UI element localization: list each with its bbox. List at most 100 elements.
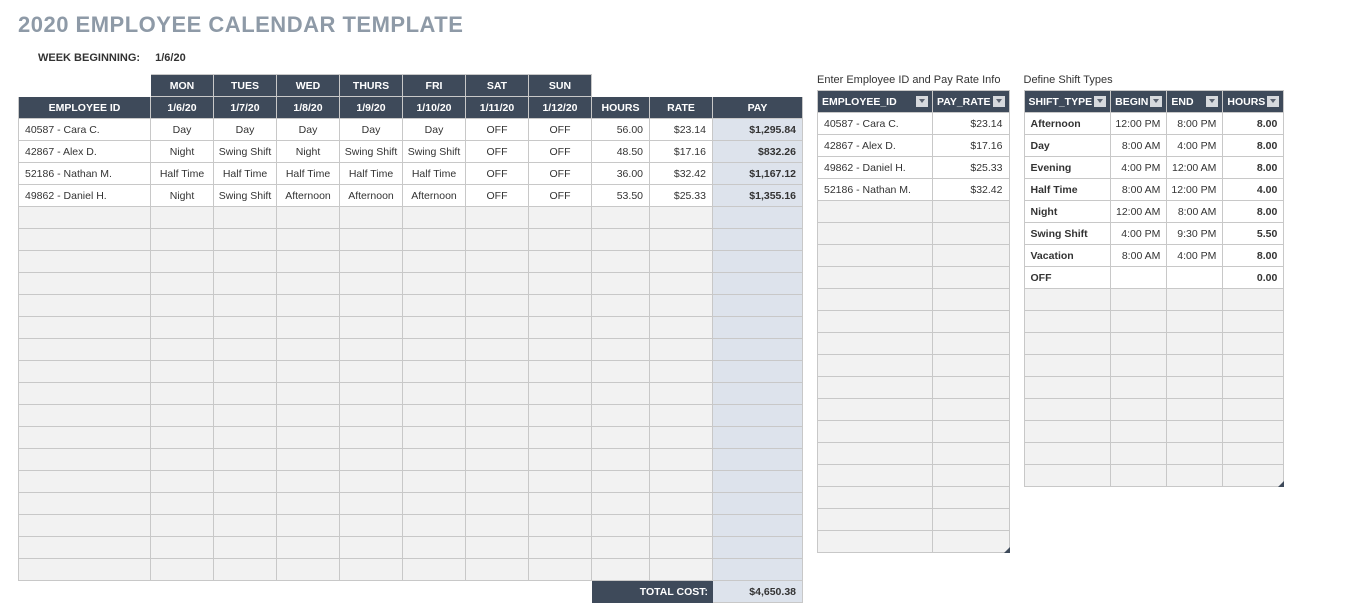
column-header[interactable]: SHIFT_TYPE <box>1024 91 1111 113</box>
cell[interactable] <box>713 383 803 405</box>
cell[interactable] <box>151 339 214 361</box>
cell[interactable] <box>19 471 151 493</box>
cell[interactable]: Afternoon <box>277 185 340 207</box>
cell[interactable] <box>19 251 151 273</box>
cell[interactable] <box>713 559 803 581</box>
cell[interactable] <box>340 383 403 405</box>
cell[interactable] <box>403 383 466 405</box>
cell[interactable] <box>592 515 650 537</box>
cell[interactable] <box>529 207 592 229</box>
cell[interactable] <box>277 559 340 581</box>
cell[interactable] <box>529 317 592 339</box>
cell[interactable] <box>1223 443 1284 465</box>
cell[interactable] <box>403 361 466 383</box>
cell[interactable] <box>277 251 340 273</box>
cell[interactable] <box>277 339 340 361</box>
cell[interactable] <box>592 471 650 493</box>
cell[interactable] <box>529 405 592 427</box>
cell[interactable]: Swing Shift <box>214 141 277 163</box>
cell[interactable] <box>214 515 277 537</box>
cell[interactable] <box>403 427 466 449</box>
cell[interactable]: OFF <box>466 141 529 163</box>
cell[interactable] <box>818 465 933 487</box>
cell[interactable] <box>151 515 214 537</box>
cell[interactable] <box>818 355 933 377</box>
cell[interactable] <box>19 207 151 229</box>
cell[interactable]: 48.50 <box>592 141 650 163</box>
cell[interactable] <box>277 515 340 537</box>
cell[interactable] <box>19 295 151 317</box>
cell[interactable] <box>340 207 403 229</box>
cell[interactable] <box>713 251 803 273</box>
cell[interactable] <box>933 201 1010 223</box>
cell[interactable]: Swing Shift <box>340 141 403 163</box>
cell[interactable] <box>466 405 529 427</box>
cell[interactable] <box>466 361 529 383</box>
column-header[interactable]: SUN <box>529 75 592 97</box>
cell[interactable] <box>1167 421 1223 443</box>
cell[interactable] <box>214 361 277 383</box>
cell[interactable] <box>403 471 466 493</box>
cell[interactable] <box>933 311 1010 333</box>
cell[interactable]: Half Time <box>277 163 340 185</box>
cell[interactable]: OFF <box>466 185 529 207</box>
cell[interactable]: 8.00 <box>1223 157 1284 179</box>
column-header[interactable]: 1/11/20 <box>466 97 529 119</box>
cell[interactable] <box>277 537 340 559</box>
cell[interactable]: 49862 - Daniel H. <box>19 185 151 207</box>
cell[interactable]: Half Time <box>340 163 403 185</box>
cell[interactable] <box>466 515 529 537</box>
cell[interactable] <box>650 273 713 295</box>
cell[interactable] <box>340 537 403 559</box>
week-value[interactable]: 1/6/20 <box>155 52 186 64</box>
cell[interactable] <box>933 355 1010 377</box>
cell[interactable] <box>151 449 214 471</box>
cell[interactable] <box>1024 289 1111 311</box>
cell[interactable] <box>1024 443 1111 465</box>
cell[interactable] <box>650 339 713 361</box>
cell[interactable] <box>1167 443 1223 465</box>
cell[interactable]: 4:00 PM <box>1111 157 1167 179</box>
cell[interactable]: Half Time <box>1024 179 1111 201</box>
cell[interactable]: Half Time <box>403 163 466 185</box>
filter-dropdown-icon[interactable] <box>1206 96 1218 107</box>
cell[interactable]: Day <box>277 119 340 141</box>
cell[interactable] <box>650 229 713 251</box>
column-header[interactable]: HOURS <box>592 97 650 119</box>
column-header[interactable]: THURS <box>340 75 403 97</box>
cell[interactable] <box>19 449 151 471</box>
cell[interactable] <box>713 427 803 449</box>
cell[interactable] <box>151 471 214 493</box>
cell[interactable] <box>19 339 151 361</box>
cell[interactable] <box>277 273 340 295</box>
cell[interactable] <box>214 207 277 229</box>
cell[interactable] <box>933 377 1010 399</box>
cell[interactable] <box>214 493 277 515</box>
cell[interactable] <box>933 399 1010 421</box>
cell[interactable] <box>403 295 466 317</box>
cell[interactable] <box>1167 311 1223 333</box>
cell[interactable]: 52186 - Nathan M. <box>19 163 151 185</box>
cell[interactable] <box>650 559 713 581</box>
cell[interactable] <box>713 493 803 515</box>
cell[interactable] <box>592 493 650 515</box>
column-header[interactable]: 1/10/20 <box>403 97 466 119</box>
cell[interactable] <box>650 295 713 317</box>
cell[interactable] <box>529 515 592 537</box>
cell[interactable]: Day <box>340 119 403 141</box>
cell[interactable] <box>151 317 214 339</box>
cell[interactable] <box>466 295 529 317</box>
cell[interactable]: 40587 - Cara C. <box>818 113 933 135</box>
cell[interactable] <box>592 273 650 295</box>
column-header[interactable]: 1/6/20 <box>151 97 214 119</box>
cell[interactable]: 8:00 AM <box>1111 135 1167 157</box>
cell[interactable] <box>1167 465 1223 487</box>
cell[interactable] <box>466 449 529 471</box>
cell[interactable] <box>713 361 803 383</box>
cell[interactable]: $1,167.12 <box>713 163 803 185</box>
cell[interactable] <box>818 531 933 553</box>
cell[interactable] <box>1223 333 1284 355</box>
cell[interactable] <box>466 317 529 339</box>
column-header[interactable]: 1/12/20 <box>529 97 592 119</box>
cell[interactable]: Half Time <box>214 163 277 185</box>
